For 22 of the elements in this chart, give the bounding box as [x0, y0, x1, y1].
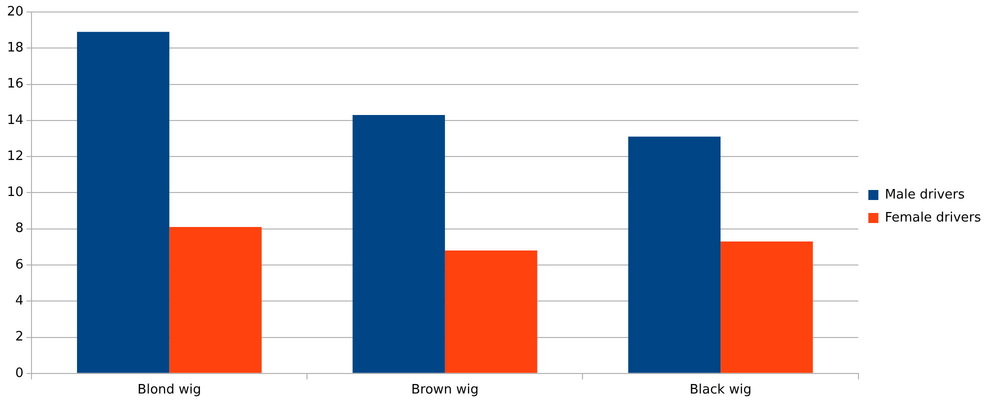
bar — [628, 136, 721, 373]
bar — [77, 32, 170, 373]
y-tick-label: 14 — [6, 112, 24, 128]
y-tick-label: 8 — [15, 221, 24, 236]
legend-label: Female drivers — [884, 210, 982, 226]
x-tick-label: Black wig — [690, 382, 752, 398]
y-tick-label: 20 — [6, 4, 24, 20]
y-tick-label: 18 — [6, 40, 24, 56]
legend-label: Male drivers — [884, 187, 966, 202]
x-tick-label: Blond wig — [138, 382, 202, 398]
y-tick-label: 16 — [6, 76, 24, 92]
y-tick-label: 6 — [15, 257, 24, 272]
y-tick-label: 10 — [6, 185, 24, 200]
y-tick-label: 2 — [15, 330, 24, 345]
bar — [444, 250, 538, 373]
x-tick-label: Brown wig — [411, 382, 479, 398]
y-tick-label: 4 — [15, 293, 24, 308]
y-tick-label: 12 — [6, 148, 24, 164]
bar — [352, 115, 445, 373]
bar — [169, 227, 262, 373]
y-tick-label: 0 — [15, 366, 24, 381]
bar — [720, 241, 813, 373]
